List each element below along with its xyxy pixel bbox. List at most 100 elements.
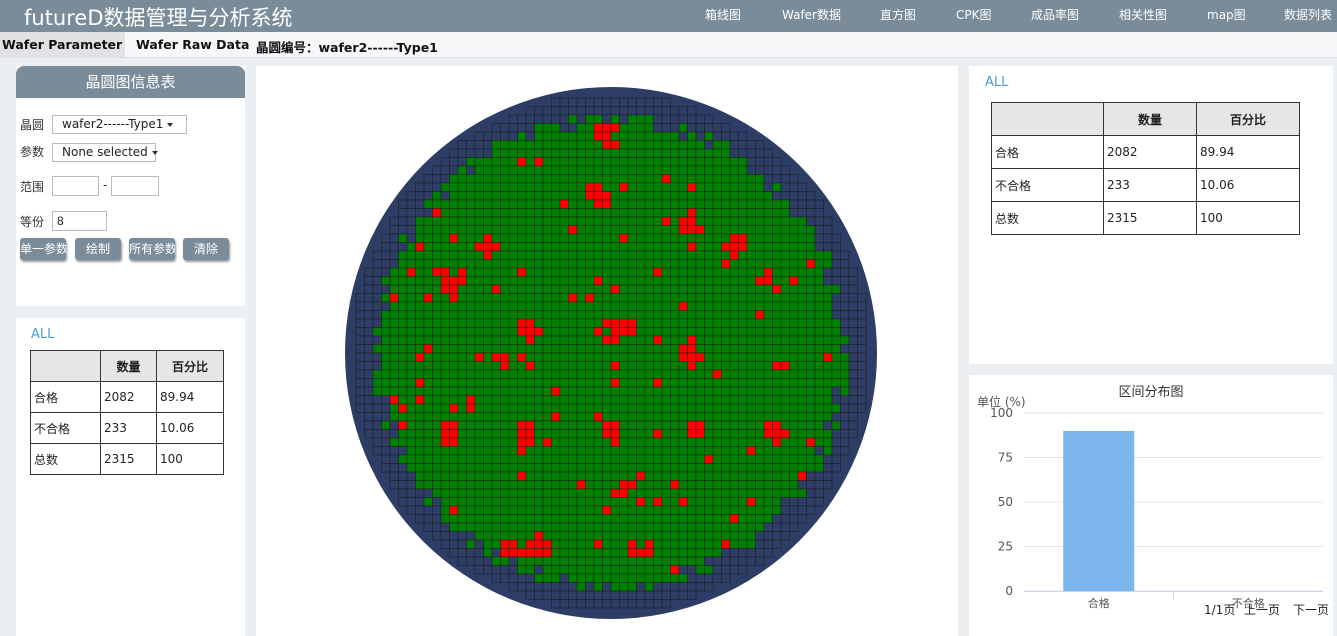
wafer-die[interactable]: [355, 361, 365, 371]
wafer-die[interactable]: [432, 352, 442, 362]
wafer-die[interactable]: [704, 437, 714, 447]
wafer-die[interactable]: [780, 344, 790, 354]
wafer-die[interactable]: [729, 259, 739, 269]
wafer-die[interactable]: [491, 250, 501, 260]
wafer-die[interactable]: [559, 335, 569, 345]
wafer-die[interactable]: [517, 369, 527, 379]
wafer-die[interactable]: [678, 573, 688, 583]
wafer-die[interactable]: [389, 395, 399, 405]
wafer-die[interactable]: [806, 267, 816, 277]
wafer-die[interactable]: [466, 539, 476, 549]
wafer-die[interactable]: [619, 420, 629, 430]
wafer-die[interactable]: [432, 335, 442, 345]
wafer-die[interactable]: [449, 225, 459, 235]
wafer-die[interactable]: [466, 548, 476, 558]
wafer-die[interactable]: [483, 352, 493, 362]
wafer-die[interactable]: [789, 199, 799, 209]
wafer-die[interactable]: [653, 412, 663, 422]
wafer-die[interactable]: [840, 446, 850, 456]
wafer-die[interactable]: [551, 582, 561, 592]
wafer-die[interactable]: [372, 412, 382, 422]
wafer-die[interactable]: [644, 131, 654, 141]
wafer-die[interactable]: [389, 437, 399, 447]
wafer-die[interactable]: [729, 471, 739, 481]
wafer-die[interactable]: [712, 505, 722, 515]
wafer-die[interactable]: [389, 310, 399, 320]
wafer-die[interactable]: [738, 148, 748, 158]
wafer-die[interactable]: [593, 301, 603, 311]
wafer-die[interactable]: [440, 437, 450, 447]
wafer-die[interactable]: [593, 556, 603, 566]
wafer-die[interactable]: [568, 573, 578, 583]
wafer-die[interactable]: [466, 225, 476, 235]
wafer-die[interactable]: [517, 463, 527, 473]
wafer-die[interactable]: [525, 233, 535, 243]
wafer-die[interactable]: [355, 386, 365, 396]
wafer-die[interactable]: [687, 369, 697, 379]
wafer-die[interactable]: [721, 199, 731, 209]
wafer-die[interactable]: [780, 233, 790, 243]
wafer-die[interactable]: [644, 293, 654, 303]
wafer-die[interactable]: [831, 284, 841, 294]
wafer-die[interactable]: [627, 216, 637, 226]
wafer-die[interactable]: [678, 590, 688, 600]
wafer-die[interactable]: [517, 293, 527, 303]
wafer-die[interactable]: [627, 446, 637, 456]
wafer-die[interactable]: [398, 437, 408, 447]
wafer-die[interactable]: [559, 369, 569, 379]
wafer-die[interactable]: [687, 480, 697, 490]
wafer-die[interactable]: [687, 335, 697, 345]
wafer-die[interactable]: [508, 361, 518, 371]
wafer-die[interactable]: [831, 250, 841, 260]
wafer-die[interactable]: [670, 437, 680, 447]
wafer-die[interactable]: [806, 259, 816, 269]
wafer-die[interactable]: [559, 182, 569, 192]
wafer-die[interactable]: [729, 505, 739, 515]
wafer-die[interactable]: [398, 267, 408, 277]
wafer-die[interactable]: [551, 454, 561, 464]
wafer-die[interactable]: [466, 335, 476, 345]
wafer-die[interactable]: [568, 123, 578, 133]
wafer-die[interactable]: [712, 488, 722, 498]
wafer-die[interactable]: [729, 148, 739, 158]
wafer-die[interactable]: [585, 556, 595, 566]
wafer-die[interactable]: [457, 471, 467, 481]
wafer-die[interactable]: [534, 199, 544, 209]
wafer-die[interactable]: [398, 344, 408, 354]
wafer-die[interactable]: [857, 293, 867, 303]
wafer-die[interactable]: [491, 208, 501, 218]
wafer-die[interactable]: [474, 259, 484, 269]
wafer-die[interactable]: [517, 471, 527, 481]
wafer-die[interactable]: [483, 327, 493, 337]
wafer-die[interactable]: [712, 293, 722, 303]
wafer-die[interactable]: [644, 369, 654, 379]
wafer-die[interactable]: [423, 208, 433, 218]
wafer-die[interactable]: [517, 539, 527, 549]
wafer-die[interactable]: [517, 191, 527, 201]
wafer-die[interactable]: [415, 318, 425, 328]
wafer-die[interactable]: [746, 242, 756, 252]
wafer-die[interactable]: [551, 199, 561, 209]
wafer-die[interactable]: [491, 301, 501, 311]
wafer-die[interactable]: [806, 378, 816, 388]
wafer-die[interactable]: [738, 497, 748, 507]
wafer-die[interactable]: [449, 267, 459, 277]
wafer-die[interactable]: [653, 284, 663, 294]
wafer-die[interactable]: [585, 131, 595, 141]
wafer-die[interactable]: [576, 514, 586, 524]
wafer-die[interactable]: [398, 233, 408, 243]
wafer-die[interactable]: [593, 565, 603, 575]
wafer-die[interactable]: [814, 361, 824, 371]
wafer-die[interactable]: [500, 369, 510, 379]
wafer-die[interactable]: [687, 412, 697, 422]
wafer-die[interactable]: [721, 233, 731, 243]
wafer-die[interactable]: [636, 250, 646, 260]
wafer-die[interactable]: [712, 131, 722, 141]
wafer-die[interactable]: [619, 284, 629, 294]
wafer-die[interactable]: [585, 514, 595, 524]
wafer-die[interactable]: [457, 369, 467, 379]
wafer-die[interactable]: [432, 191, 442, 201]
wafer-die[interactable]: [780, 225, 790, 235]
wafer-die[interactable]: [534, 412, 544, 422]
wafer-die[interactable]: [772, 284, 782, 294]
